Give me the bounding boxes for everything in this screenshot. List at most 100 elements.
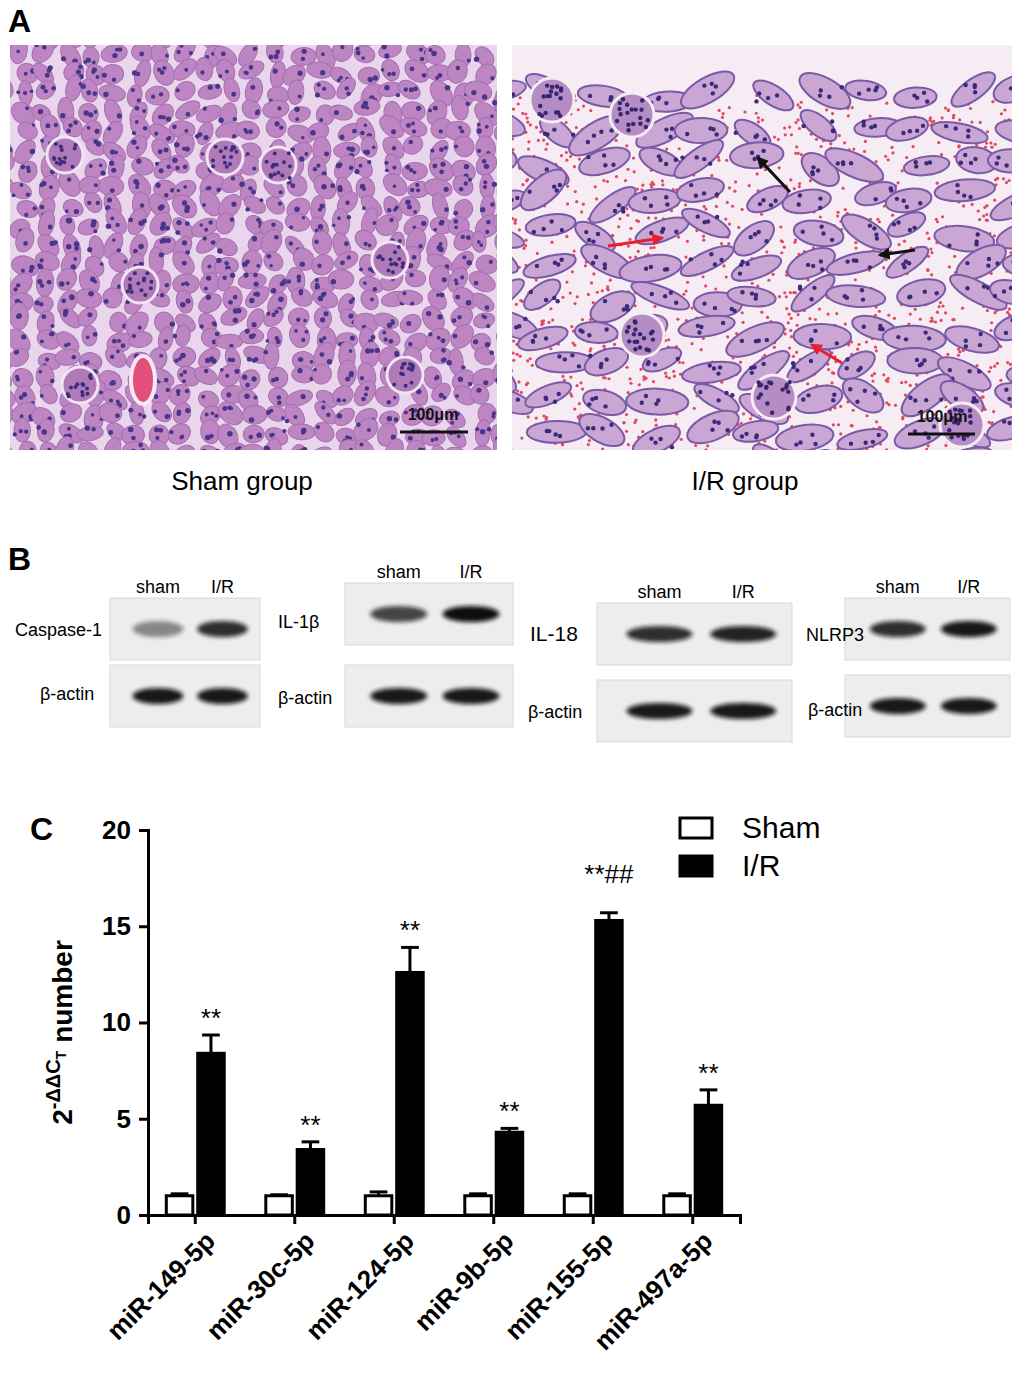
nucleus (93, 229, 97, 233)
tubule (472, 311, 496, 330)
nucleus (94, 110, 98, 114)
nucleus (224, 261, 229, 266)
nucleus (211, 164, 215, 168)
tubule (311, 77, 339, 102)
nucleus (225, 374, 229, 378)
red-cell (798, 127, 801, 130)
nucleus (484, 164, 489, 169)
nucleus (224, 146, 228, 150)
nucleus (340, 260, 345, 265)
tubule (74, 287, 103, 311)
nucleus (157, 68, 161, 72)
nucleus (199, 223, 203, 227)
nucleus (142, 109, 146, 113)
tubule (18, 440, 37, 450)
nucleus (92, 60, 96, 64)
nucleus (212, 321, 216, 325)
nucleus (411, 122, 415, 126)
panel-letter: A (8, 3, 31, 39)
nucleus (412, 129, 416, 133)
nucleus (115, 223, 119, 227)
nucleus (300, 449, 304, 450)
nucleus (404, 384, 408, 388)
nucleus (289, 225, 293, 229)
tubule (429, 346, 452, 364)
nucleus (163, 148, 168, 153)
tubule (13, 226, 38, 255)
nucleus (476, 388, 481, 393)
nucleus (315, 92, 320, 97)
tubule (33, 77, 60, 103)
nucleus (15, 350, 19, 354)
nucleus (91, 413, 95, 417)
nucleus (89, 164, 93, 168)
red-cell (909, 384, 912, 387)
nucleus (486, 324, 490, 328)
nucleus (315, 278, 319, 282)
nucleus (87, 126, 91, 130)
nucleus (279, 190, 283, 194)
nucleus (432, 164, 437, 169)
nucleus (143, 126, 148, 131)
nucleus (66, 218, 72, 224)
nucleus (76, 69, 81, 74)
nucleus (360, 442, 364, 446)
nucleus (346, 91, 351, 96)
nucleus (131, 140, 136, 145)
nucleus (474, 56, 479, 61)
nucleus (265, 447, 270, 450)
tubule (100, 63, 125, 85)
tubule (406, 270, 426, 287)
nucleus (345, 450, 349, 451)
nucleus (316, 163, 320, 167)
red-cell (512, 137, 514, 140)
tubule (79, 176, 101, 194)
nucleus (158, 205, 163, 210)
nucleus (104, 299, 109, 304)
nucleus (37, 263, 41, 267)
nucleus (112, 238, 116, 242)
nucleus (184, 450, 189, 451)
nucleus (387, 72, 391, 76)
nucleus (368, 244, 372, 248)
nucleus (223, 161, 227, 165)
nucleus (143, 293, 147, 297)
tubule (28, 45, 59, 67)
nucleus (480, 429, 485, 434)
tubule (353, 97, 382, 117)
red-cell (897, 181, 900, 184)
tubule (490, 93, 497, 124)
nucleus (172, 125, 177, 130)
nucleus (288, 176, 292, 180)
nucleus (231, 176, 235, 180)
nucleus (208, 85, 213, 90)
nucleus (345, 377, 350, 382)
nucleus (69, 294, 74, 299)
tubule (328, 269, 354, 290)
nucleus (393, 184, 397, 188)
nucleus (321, 52, 325, 56)
nucleus (135, 185, 139, 189)
nucleus (16, 283, 20, 287)
nucleus (21, 334, 26, 339)
tubule (15, 198, 41, 221)
red-cell (678, 361, 681, 364)
nucleus (16, 377, 20, 381)
red-cell (704, 207, 707, 210)
nucleus (179, 436, 183, 440)
nucleus (299, 289, 304, 294)
red-cell (760, 311, 763, 314)
nucleus (330, 183, 335, 188)
nucleus (233, 318, 238, 323)
nucleus (73, 257, 77, 261)
nucleus (439, 169, 444, 174)
tubule (497, 398, 498, 425)
tubule (37, 381, 61, 407)
nucleus (103, 92, 108, 97)
nucleus (154, 132, 158, 136)
nucleus (136, 282, 140, 286)
red-cell (839, 405, 842, 408)
nucleus (215, 332, 220, 337)
nucleus (142, 414, 146, 418)
nucleus (231, 202, 236, 207)
